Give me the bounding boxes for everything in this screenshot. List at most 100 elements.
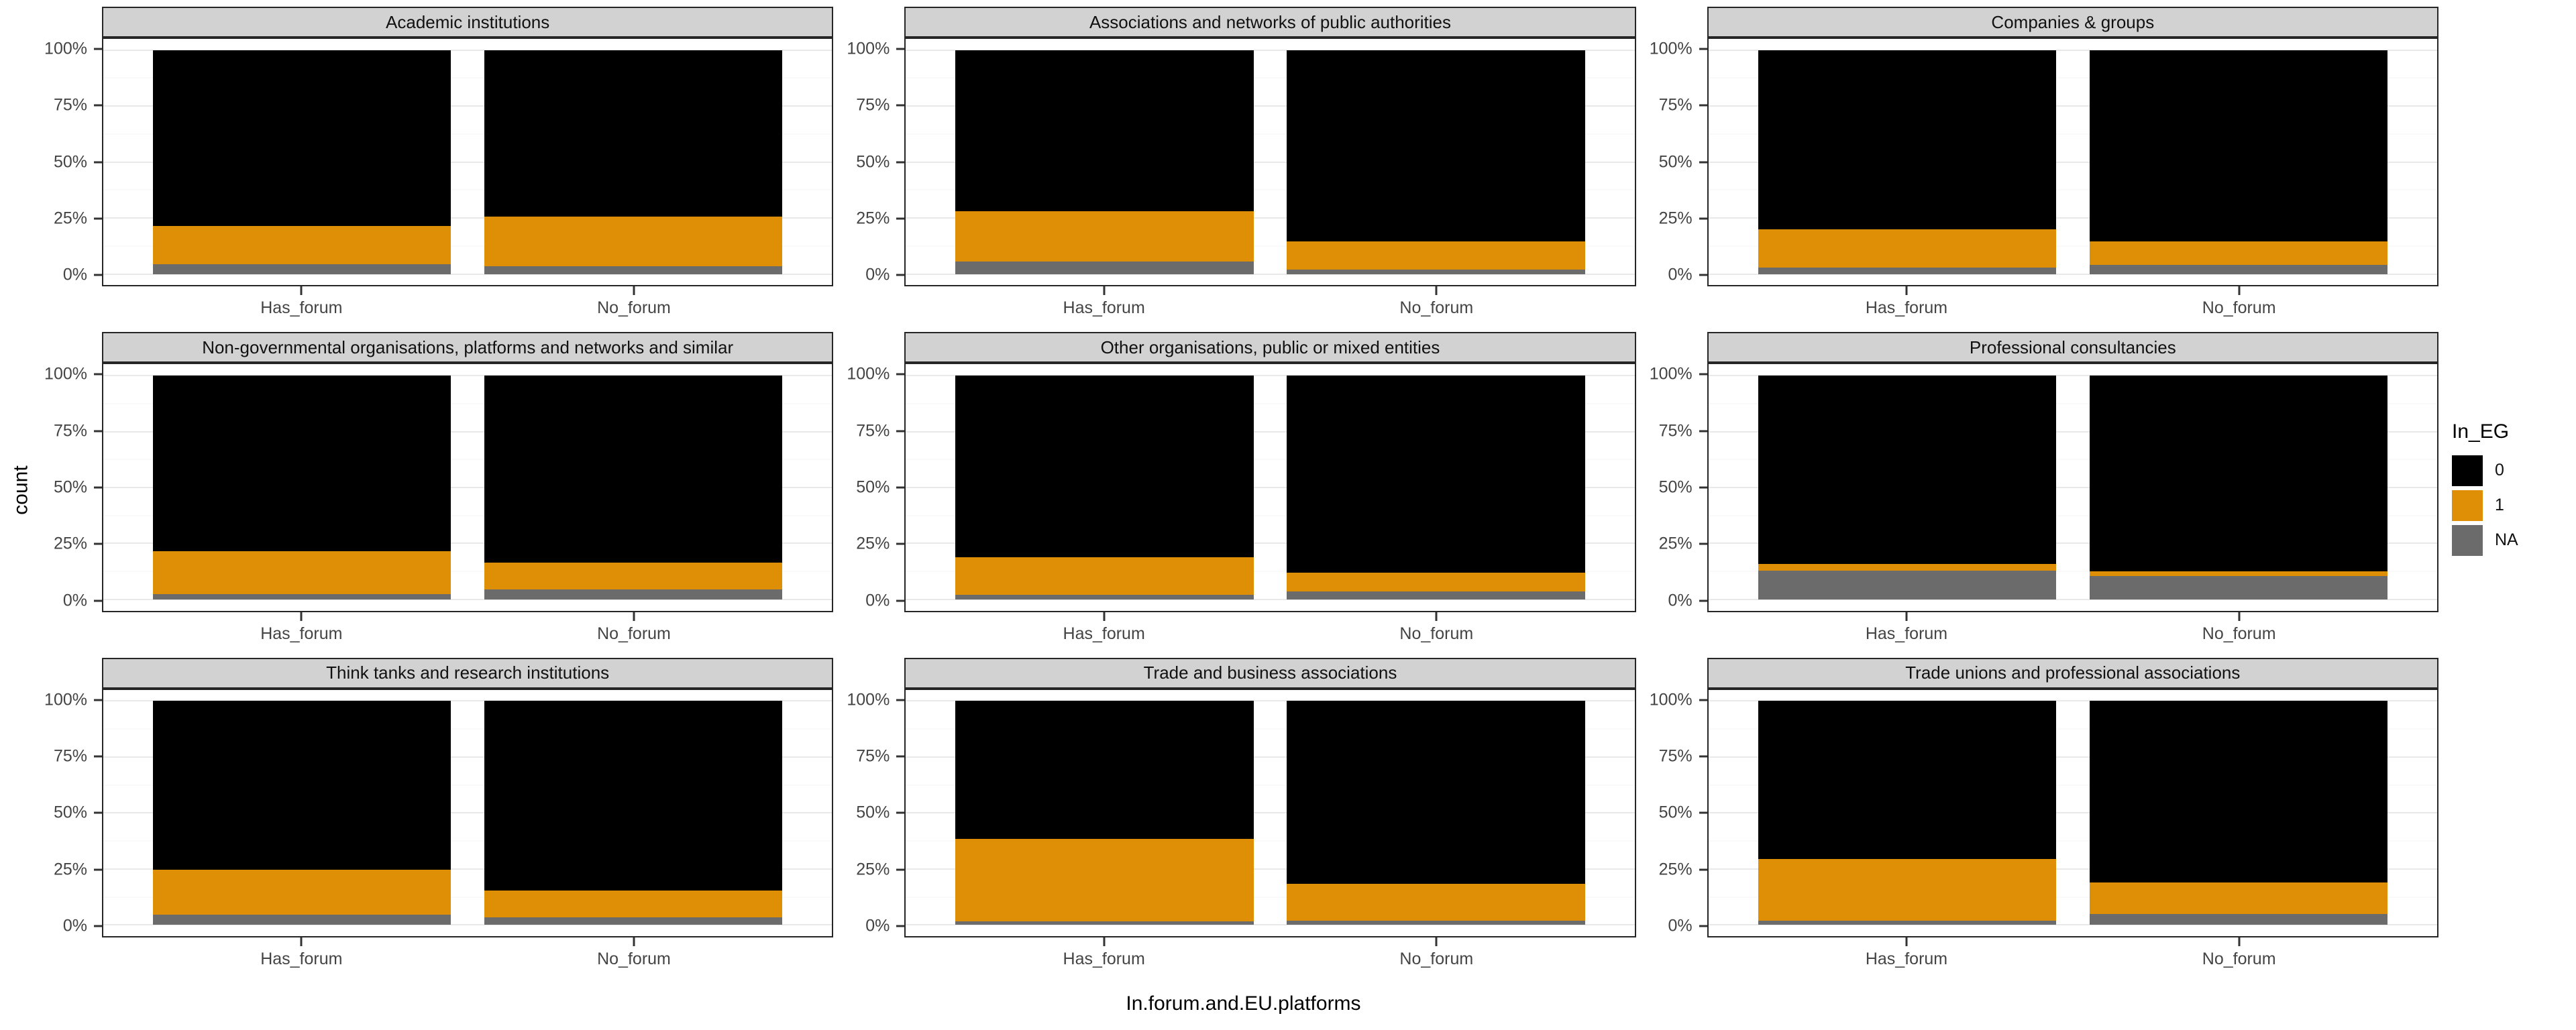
bar-segment-in-eg-na [484,917,783,925]
x-axis: Has_forum No_forum [904,286,1635,323]
stacked-bar-has_forum [955,50,1254,274]
minor-gridline [906,459,1635,460]
x-tick-label: Has_forum [1865,298,1948,318]
y-tick-label: 50% [1658,803,1693,822]
y-tick-label: 75% [53,421,87,441]
y-tick-mark [1699,104,1708,107]
minor-gridline [103,245,833,247]
bar-segment-in-eg-1 [2089,882,2387,914]
y-tick-label: 100% [1649,690,1693,709]
y-tick-label: 100% [1649,364,1693,384]
minor-gridline [1708,459,2437,460]
bar-segment-in-eg-1 [1287,883,1585,921]
y-tick-mark [896,811,906,814]
stacked-bar-has_forum [955,701,1254,925]
stacked-bar-no_forum [1287,701,1585,925]
y-axis: 0% 25% 50% 75% 100% [1650,38,1708,286]
major-gridline [906,542,1635,545]
y-tick-label: 50% [53,803,87,822]
major-gridline [906,161,1635,163]
y-tick-label: 75% [856,746,890,766]
legend-title: In_EG [2452,420,2510,443]
x-tick-label: No_forum [2202,949,2276,968]
y-tick-mark [94,373,103,376]
minor-gridline [906,133,1635,135]
y-tick-label: 0% [62,916,87,935]
major-gridline [906,375,1635,377]
bar-segment-in-eg-0 [484,50,783,217]
y-tick-mark [1699,755,1708,758]
stacked-bar-no_forum [484,50,783,274]
facet-panel: Trade and business associations 0% 25% 50%… [847,657,1636,974]
x-tick-label: Has_forum [1063,949,1145,968]
stacked-bar-has_forum [153,50,451,274]
major-gridline [906,431,1635,433]
facet-title: Professional consultancies [1969,337,2176,357]
major-gridline [103,868,833,870]
y-tick-mark [896,925,906,927]
major-gridline [1708,161,2437,163]
facet-panel: Think tanks and research institutions 0%… [44,657,834,974]
legend-item-1: 1 [2452,490,2518,521]
major-gridline [1708,756,2437,758]
minor-gridline [1708,515,2437,516]
y-tick-label: 100% [847,39,890,58]
stacked-bar-no_forum [484,701,783,925]
bar-segment-in-eg-0 [955,701,1254,839]
stacked-bar-has_forum [153,701,451,925]
facet-title: Academic institutions [386,11,550,32]
bar-segment-in-eg-na [2089,913,2387,925]
y-tick-label: 25% [856,860,890,879]
bar-segment-in-eg-0 [1287,376,1585,573]
facet-title: Companies & groups [1991,11,2155,32]
major-gridline [1708,700,2437,702]
y-tick-label: 0% [62,591,87,610]
y-tick-label: 25% [1658,534,1693,553]
facet-strip: Associations and networks of public auth… [904,7,1636,38]
y-tick-label: 75% [856,95,890,115]
facet-strip: Professional consultancies [1707,332,2438,363]
plot-area [1707,38,2438,287]
stacked-bar-has_forum [153,376,451,599]
facet-strip: Non-governmental organisations, platform… [102,332,834,363]
minor-gridline [103,515,833,516]
y-tick-mark [896,430,906,433]
stacked-bar-has_forum [955,376,1254,599]
x-tick-mark [300,286,303,296]
y-tick-mark [94,811,103,814]
y-tick-label: 100% [44,690,87,709]
major-gridline [1708,542,2437,545]
x-axis: Has_forum No_forum [1707,286,2438,323]
major-gridline [103,273,833,275]
legend-swatch [2452,524,2483,556]
facet-title: Other organisations, public or mixed ent… [1100,337,1440,357]
major-gridline [103,924,833,926]
y-tick-mark [94,104,103,107]
plot-area [904,363,1636,612]
legend-item-0: 0 [2452,455,2518,486]
plot-area [102,38,834,287]
minor-gridline [1708,840,2437,842]
plot-area [1707,363,2438,612]
major-gridline [1708,273,2437,275]
y-tick-label: 25% [53,209,87,228]
y-tick-label: 75% [1658,95,1693,115]
major-gridline [906,49,1635,51]
x-tick-label: No_forum [2202,624,2276,643]
x-tick-mark [1435,937,1438,946]
bar-segment-in-eg-0 [955,50,1254,212]
plot-area [1707,688,2438,937]
bar-segment-in-eg-0 [153,50,451,226]
facet-title: Trade unions and professional associatio… [1905,663,2241,683]
y-tick-mark [1699,430,1708,433]
minor-gridline [103,403,833,404]
y-tick-mark [896,48,906,50]
stacked-bar-has_forum [1758,701,2057,925]
y-tick-mark [1699,868,1708,871]
y-axis: 0% 25% 50% 75% 100% [847,363,906,612]
x-tick-mark [2238,612,2241,621]
major-gridline [1708,598,2437,600]
facet-panel: Non-governmental organisations, platform… [44,332,834,648]
minor-gridline [103,571,833,572]
